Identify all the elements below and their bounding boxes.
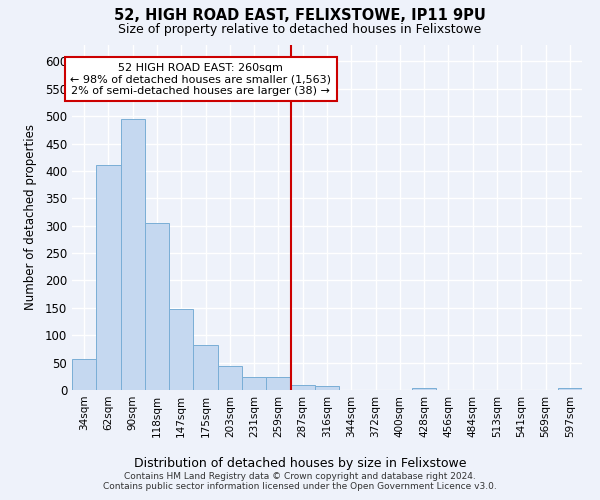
- Text: Distribution of detached houses by size in Felixstowe: Distribution of detached houses by size …: [134, 458, 466, 470]
- Bar: [121, 120, 145, 390]
- Y-axis label: Number of detached properties: Number of detached properties: [23, 124, 37, 310]
- Bar: [266, 378, 290, 390]
- Bar: [72, 359, 96, 390]
- Bar: [242, 378, 266, 390]
- Text: Size of property relative to detached houses in Felixstowe: Size of property relative to detached ho…: [118, 22, 482, 36]
- Text: 52, HIGH ROAD EAST, FELIXSTOWE, IP11 9PU: 52, HIGH ROAD EAST, FELIXSTOWE, IP11 9PU: [114, 8, 486, 22]
- Bar: [218, 366, 242, 390]
- Bar: [290, 384, 315, 390]
- Bar: [412, 388, 436, 390]
- Bar: [193, 345, 218, 390]
- Bar: [169, 309, 193, 390]
- Text: Contains HM Land Registry data © Crown copyright and database right 2024.
Contai: Contains HM Land Registry data © Crown c…: [103, 472, 497, 491]
- Text: 52 HIGH ROAD EAST: 260sqm
← 98% of detached houses are smaller (1,563)
2% of sem: 52 HIGH ROAD EAST: 260sqm ← 98% of detac…: [70, 62, 331, 96]
- Bar: [558, 388, 582, 390]
- Bar: [96, 165, 121, 390]
- Bar: [315, 386, 339, 390]
- Bar: [145, 223, 169, 390]
